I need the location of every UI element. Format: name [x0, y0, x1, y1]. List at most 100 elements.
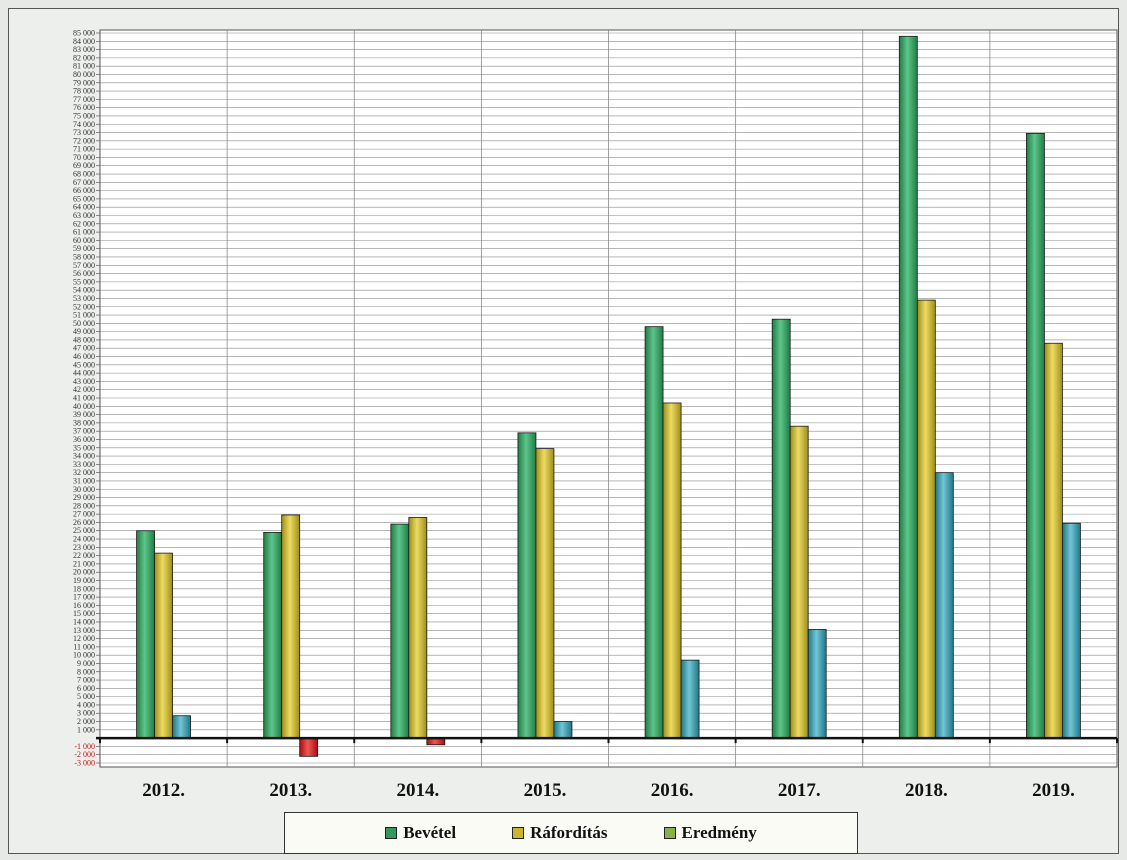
- y-tick-label: 64 000: [73, 203, 95, 212]
- y-tick-label: 28 000: [73, 501, 95, 510]
- y-tick-label: 83 000: [73, 45, 95, 54]
- bar-bevetel-2018: [898, 35, 918, 739]
- legend-label-raforditas: Ráfordítás: [530, 823, 608, 842]
- x-tick-label: 2019.: [1032, 780, 1075, 801]
- x-axis-tick-labels: 2012. 2013. 2014. 2015. 2016. 2017. 2018. 2019.: [142, 780, 1075, 801]
- y-tick-label: 50 000: [73, 319, 95, 328]
- y-tick-label: 78 000: [73, 87, 95, 96]
- y-tick-label: 40 000: [73, 402, 95, 411]
- x-tick-label: 2018.: [905, 780, 948, 801]
- y-tick-label: 58 000: [73, 252, 95, 261]
- bar-eredmeny-2012: [172, 715, 191, 739]
- legend-swatch-raforditas: [512, 827, 525, 839]
- bar-eredmeny-2019: [1062, 522, 1081, 739]
- bar-raforditas-2016: [662, 402, 682, 739]
- y-tick-label: 36 000: [73, 435, 95, 444]
- y-tick-label: 7 000: [77, 676, 95, 685]
- y-tick-label: 80 000: [73, 70, 95, 79]
- bar-bevetel-2016: [644, 326, 664, 739]
- x-tick-label: 2015.: [524, 780, 567, 801]
- vertical-gridlines: [226, 30, 991, 767]
- y-tick-label: 82 000: [73, 53, 95, 62]
- y-tick-label: 62 000: [73, 219, 95, 228]
- y-tick-label: 66 000: [73, 186, 95, 195]
- bar-bevetel-2015: [517, 432, 537, 739]
- x-tick-label: 2017.: [778, 780, 821, 801]
- y-tick-label: 81 000: [73, 62, 95, 71]
- y-tick-label: 48 000: [73, 335, 95, 344]
- bar-raforditas-2018: [916, 299, 936, 739]
- y-tick-label: 67 000: [73, 178, 95, 187]
- bar-raforditas-2017: [789, 425, 809, 739]
- y-tick-label: 16 000: [73, 601, 95, 610]
- y-tick-label: 47 000: [73, 344, 95, 353]
- y-tick-label: 27 000: [73, 510, 95, 519]
- y-tick-label: 31 000: [73, 476, 95, 485]
- y-tick-label: 56 000: [73, 269, 95, 278]
- y-tick-label: 79 000: [73, 78, 95, 87]
- zero-axis: [96, 736, 1118, 744]
- y-tick-label: 74 000: [73, 120, 95, 129]
- bar-raforditas-2014: [408, 517, 428, 739]
- y-tick-label: 12 000: [73, 634, 95, 643]
- y-tick-label: 8 000: [77, 667, 95, 676]
- bar-bevetel-2012: [136, 530, 155, 739]
- y-tick-label: 15 000: [73, 609, 95, 618]
- y-tick-label: 68 000: [73, 170, 95, 179]
- legend-item-eredmeny: Eredmény: [663, 823, 757, 843]
- y-tick-label: 41 000: [73, 394, 95, 403]
- y-tick-label: 44 000: [73, 369, 95, 378]
- y-tick-label: 35 000: [73, 443, 95, 452]
- y-tick-label: 21 000: [73, 559, 95, 568]
- y-tick-label: 51 000: [73, 311, 95, 320]
- bar-eredmeny-2015: [553, 721, 573, 739]
- legend-item-raforditas: Ráfordítás: [512, 823, 608, 843]
- y-tick-label: 29 000: [73, 493, 95, 502]
- bar-raforditas-2013: [281, 514, 301, 739]
- y-tick-label: 3 000: [77, 709, 95, 718]
- x-tick-label: 2014.: [396, 780, 439, 801]
- legend-swatch-eredmeny: [663, 827, 676, 839]
- bar-eredmeny-2016: [680, 659, 700, 739]
- y-tick-label: 49 000: [73, 327, 95, 336]
- y-tick-label: 53 000: [73, 294, 95, 303]
- y-tick-label: 54 000: [73, 286, 95, 295]
- y-tick-label: 69 000: [73, 161, 95, 170]
- y-tick-label: 14 000: [73, 617, 95, 626]
- y-tick-label: 4 000: [77, 700, 95, 709]
- x-tick-label: 2012.: [142, 780, 185, 801]
- y-tick-label: 37 000: [73, 427, 95, 436]
- y-tick-label: 34 000: [73, 452, 95, 461]
- y-tick-label: 5 000: [77, 692, 95, 701]
- y-tick-label: 25 000: [73, 526, 95, 535]
- bar-bevetel-2019: [1026, 132, 1045, 739]
- y-tick-label: 24 000: [73, 535, 95, 544]
- y-tick-label: 59 000: [73, 244, 95, 253]
- y-tick-label: 63 000: [73, 211, 95, 220]
- bar-eredmeny-2018: [934, 472, 954, 739]
- y-tick-label: 19 000: [73, 576, 95, 585]
- bar-eredmeny-2013: [299, 737, 319, 757]
- y-tick-label: 20 000: [73, 568, 95, 577]
- y-tick-label: 55 000: [73, 277, 95, 286]
- bar-raforditas-2015: [535, 448, 555, 739]
- bar-bevetel-2014: [390, 523, 410, 739]
- y-tick-label: -1 000: [74, 742, 95, 751]
- y-tick-label: 75 000: [73, 111, 95, 120]
- y-tick-label: 60 000: [73, 236, 95, 245]
- y-tick-label: 17 000: [73, 593, 95, 602]
- bar-raforditas-2019: [1044, 342, 1063, 739]
- y-tick-label: 30 000: [73, 485, 95, 494]
- y-tick-label: 2 000: [77, 717, 95, 726]
- y-tick-label: 52 000: [73, 302, 95, 311]
- y-tick-label: 43 000: [73, 377, 95, 386]
- legend-label-eredmeny: Eredmény: [681, 823, 757, 842]
- y-tick-label: 71 000: [73, 145, 95, 154]
- y-tick-label: 57 000: [73, 261, 95, 270]
- y-tick-label: 72 000: [73, 136, 95, 145]
- legend: Bevétel Ráfordítás Eredmény: [284, 812, 858, 854]
- y-tick-label: 11 000: [73, 642, 95, 651]
- y-tick-label: 39 000: [73, 410, 95, 419]
